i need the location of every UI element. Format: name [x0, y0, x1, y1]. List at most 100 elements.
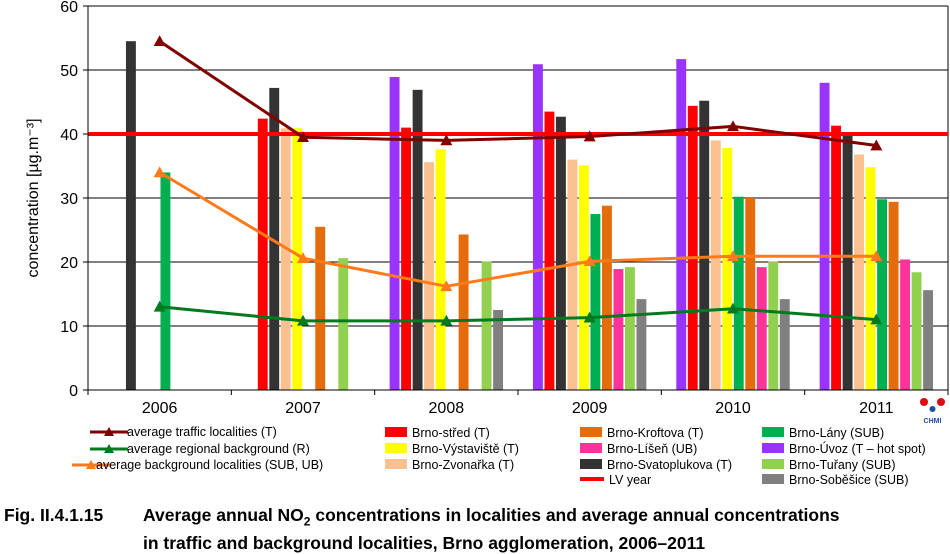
- bar-brno-vystaviste-t-2011: [865, 167, 876, 390]
- y-tick-label-10: 10: [60, 319, 78, 336]
- logo-text: CHMI: [924, 418, 942, 425]
- marker-average-background-localities-sub-ub-2006: [153, 166, 166, 178]
- gridlines: [88, 5, 949, 391]
- bar-brno-vystaviste-t-2008: [435, 149, 446, 390]
- bar-brno-stred-t-2007: [257, 118, 268, 390]
- x-tick-label-2007: 2007: [285, 400, 321, 417]
- bar-brno-svatoplukova-t-2011: [842, 135, 853, 390]
- bar-brno-sobesice-sub-2010: [779, 299, 790, 390]
- legend-label-lv-year: LV year: [609, 473, 651, 487]
- legend-swatch-brno-vystaviste-t: [385, 443, 407, 453]
- line-average-traffic-localities-t: [158, 39, 877, 148]
- legend-label-average-regional-background-r: average regional background (R): [127, 442, 310, 456]
- legend-label-brno-kroftova-t: Brno-Kroftova (T): [607, 426, 704, 440]
- marker-average-traffic-localities-t-2006: [153, 35, 166, 46]
- legend-label-brno-uvoz-t-hot-spot: Brno-Úvoz (T – hot spot): [789, 441, 926, 456]
- y-tick-label-20: 20: [60, 255, 78, 272]
- legend-label-brno-turany-sub: Brno-Tuřany (SUB): [789, 458, 896, 472]
- bar-brno-zvonarka-t-2010: [710, 140, 721, 390]
- bar-brno-uvoz-t-hot-spot-2008: [389, 77, 400, 390]
- bar-brno-kroftova-t-2010: [745, 198, 756, 390]
- legend-label-brno-vystaviste-t: Brno-Výstaviště (T): [412, 442, 519, 456]
- y-tick-label-40: 40: [60, 127, 78, 144]
- legend-label-brno-zvonarka-t: Brno-Zvonařka (T): [412, 458, 514, 472]
- figure-number: Fig. II.4.1.15: [4, 505, 104, 525]
- x-tick-label-2006: 2006: [142, 400, 178, 417]
- marker-average-traffic-localities-t-2010: [727, 120, 739, 132]
- legend-swatch-brno-zvonarka-t: [385, 459, 407, 469]
- x-tick-label-2008: 2008: [429, 400, 465, 417]
- bar-brno-lisen-ub-2010: [756, 267, 767, 390]
- legend-swatch-brno-lany-sub: [762, 427, 784, 437]
- line-average-regional-background-r: [159, 305, 877, 323]
- bar-brno-stred-t-2009: [544, 111, 555, 390]
- marker-average-regional-background-r-2007: [297, 314, 309, 326]
- bar-brno-stred-t-2011: [831, 125, 842, 391]
- bar-brno-stred-t-2010: [687, 105, 698, 390]
- caption-line1-sub: 2: [303, 514, 311, 529]
- marker-average-traffic-localities-t-2009: [583, 130, 596, 142]
- bar-brno-sobesice-sub-2008: [493, 310, 504, 390]
- legend-label-average-traffic-localities-t: average traffic localities (T): [127, 425, 277, 439]
- bar-brno-zvonarka-t-2011: [854, 154, 865, 390]
- marker-average-traffic-localities-t-2011: [870, 139, 883, 151]
- caption-line2: in traffic and background localities, Br…: [143, 532, 706, 553]
- legend-label-average-background-localities-sub-ub: average background localities (SUB, UB): [96, 458, 323, 472]
- bar-brno-svatoplukova-t-2010: [699, 100, 710, 390]
- bar-brno-sobesice-sub-2011: [923, 290, 934, 390]
- marker-average-traffic-localities-t-2007: [297, 131, 309, 142]
- y-tick-label-30: 30: [60, 191, 78, 208]
- legend-marker-average-background-localities-sub-ub: [86, 460, 96, 469]
- y-tick-labels: 0 10 20 30 40 50 60: [60, 0, 78, 400]
- bar-brno-kroftova-t-2009: [601, 205, 612, 390]
- legend-swatch-brno-sobesice-sub: [762, 474, 784, 484]
- bar-brno-sobesice-sub-2009: [636, 299, 647, 390]
- legend-swatch-brno-lisen-ub: [580, 443, 602, 453]
- y-axis-label: concentration [µg.m⁻³]: [25, 118, 42, 277]
- bar-brno-svatoplukova-t-2008: [412, 89, 423, 390]
- marker-average-background-localities-sub-ub-2008: [440, 280, 453, 292]
- x-tick-label-2011: 2011: [859, 400, 894, 417]
- bar-brno-kroftova-t-2011: [888, 201, 899, 390]
- marker-average-background-localities-sub-ub-2009: [583, 255, 596, 267]
- legend-swatch-brno-svatoplukova-t: [580, 459, 602, 469]
- legend-label-brno-stred-t: Brno-střed (T): [412, 426, 490, 440]
- marker-average-background-localities-sub-ub-2007: [297, 252, 309, 263]
- no2-chart: 0 10 20 30 40 50 60 2006 2007 2008 2009 2010 2011 c…: [25, 0, 949, 487]
- bar-brno-turany-sub-2011: [911, 272, 922, 390]
- bar-brno-uvoz-t-hot-spot-2011: [819, 82, 830, 391]
- bar-brno-svatoplukova-t-2007: [269, 87, 280, 391]
- y-tick-label-60: 60: [60, 0, 78, 16]
- bar-brno-lany-sub-2006: [160, 172, 171, 390]
- line-average-background-localities-sub-ub: [158, 171, 877, 288]
- bar-brno-lany-sub-2009: [590, 214, 601, 390]
- bar-brno-lany-sub-2011: [877, 199, 888, 390]
- marker-average-traffic-localities-t-2008: [440, 134, 453, 146]
- marker-average-regional-background-r-2009: [583, 311, 596, 323]
- y-tick-label-50: 50: [60, 63, 78, 80]
- bar-brno-vystaviste-t-2007: [292, 128, 303, 391]
- x-tick-label-2009: 2009: [572, 400, 608, 417]
- legend-swatch-brno-uvoz-t-hot-spot: [762, 443, 784, 453]
- legend-label-brno-svatoplukova-t: Brno-Svatoplukova (T): [607, 458, 732, 472]
- bar-brno-kroftova-t-2007: [315, 226, 326, 390]
- axes: [83, 5, 949, 395]
- average-lines: [153, 35, 883, 326]
- chmi-logo: CHMI: [920, 398, 945, 425]
- x-tick-label-2010: 2010: [715, 400, 751, 417]
- bar-brno-svatoplukova-t-2009: [555, 116, 566, 390]
- bar-brno-turany-sub-2009: [624, 267, 635, 390]
- legend-label-brno-lany-sub: Brno-Lány (SUB): [789, 426, 884, 440]
- bar-brno-zvonarka-t-2007: [280, 128, 291, 391]
- bar-brno-vystaviste-t-2010: [722, 148, 733, 390]
- bar-brno-turany-sub-2010: [768, 261, 779, 390]
- bar-brno-uvoz-t-hot-spot-2010: [676, 59, 687, 391]
- bar-brno-zvonarka-t-2008: [424, 162, 435, 390]
- legend-marker-average-regional-background-r: [104, 444, 114, 453]
- bar-brno-turany-sub-2007: [338, 258, 349, 390]
- bar-brno-lany-sub-2010: [733, 196, 744, 390]
- figure-caption: Fig. II.4.1.15 Average annual NO2 concent…: [4, 505, 944, 554]
- legend-label-brno-sobesice-sub: Brno-Soběšice (SUB): [789, 473, 909, 487]
- legend-swatch-brno-turany-sub: [762, 459, 784, 469]
- caption-line1-prefix: Average annual NO: [143, 505, 304, 525]
